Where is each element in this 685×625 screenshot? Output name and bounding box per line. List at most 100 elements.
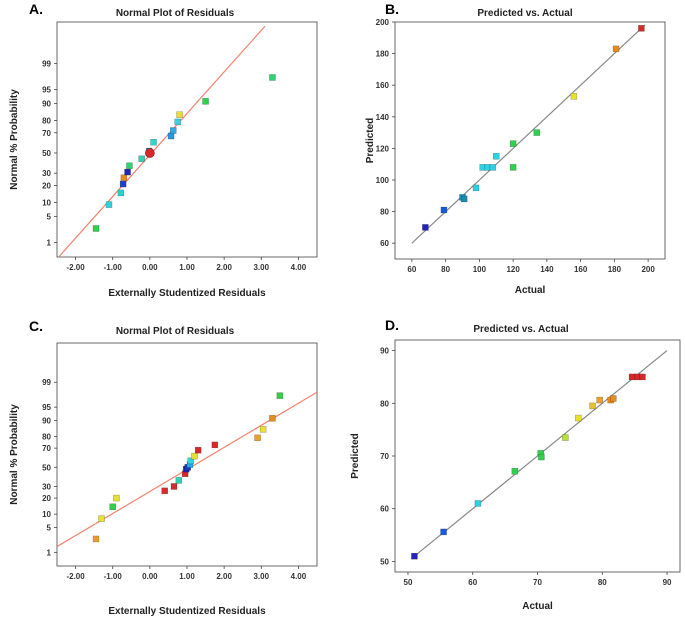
x-tick-label: 140 [540, 265, 554, 274]
data-point [120, 174, 128, 182]
y-tick-label: 50 [42, 149, 51, 158]
y-tick-label: 50 [42, 463, 51, 472]
y-tick-label: 60 [380, 505, 389, 514]
fit-line [57, 25, 266, 257]
y-tick-label: 180 [376, 50, 390, 59]
data-point [575, 414, 582, 422]
data-point [570, 93, 578, 100]
chart-panel-b: B. Predicted vs. Actual 60 80 100 120 140 160 18… [365, 1, 666, 296]
data-point [194, 446, 202, 454]
data-point [113, 494, 120, 502]
y-tick-label: 30 [42, 482, 51, 491]
data-point [562, 434, 569, 441]
y-axis-label: Normal % Probability [9, 89, 20, 190]
data-point [493, 153, 500, 160]
data-point [254, 434, 261, 442]
data-point [259, 426, 267, 433]
x-tick-label: 120 [506, 265, 520, 274]
data-point [191, 452, 198, 460]
data-point [440, 528, 447, 536]
y-tick-label: 20 [42, 494, 51, 503]
y-tick-label: 80 [42, 117, 51, 126]
x-tick-label: 100 [473, 265, 487, 274]
y-tick-label: 1 [47, 239, 52, 248]
data-point [92, 535, 100, 543]
y-tick-label: 100 [376, 176, 390, 185]
x-tick-label: 70 [533, 578, 542, 587]
data-point [276, 392, 284, 399]
chart-title: Normal Plot of Residuals [116, 8, 235, 19]
y-tick-label: 200 [376, 18, 390, 27]
panel-label: A. [29, 1, 43, 17]
x-tick-label: -1.00 [104, 263, 123, 272]
y-tick-label: 20 [42, 181, 51, 190]
data-point [119, 180, 127, 188]
x-tick-label: 160 [574, 265, 588, 274]
y-tick-label: 10 [42, 510, 51, 519]
panel-label: D. [385, 317, 399, 333]
data-point [167, 132, 175, 140]
data-point [460, 195, 468, 203]
x-tick-label: 4.00 [291, 572, 307, 581]
data-point [422, 224, 429, 231]
data-point [509, 164, 517, 171]
data-point [610, 395, 617, 402]
y-tick-label: 90 [380, 347, 389, 356]
y-tick-label: 5 [47, 212, 52, 221]
x-axis-label: Externally Studentized Residuals [108, 606, 266, 617]
x-tick-label: 3.00 [253, 263, 269, 272]
x-tick-label: 90 [663, 578, 672, 587]
x-axis-label: Externally Studentized Residuals [108, 288, 266, 299]
x-axis-label: Actual [515, 285, 546, 296]
data-point [98, 515, 105, 522]
y-tick-label: 60 [380, 239, 389, 248]
x-axis-label: Actual [522, 601, 553, 612]
fit-line [411, 24, 646, 244]
x-tick-label: 2.00 [216, 263, 232, 272]
panel-label: B. [385, 1, 399, 17]
y-tick-label: 1 [47, 548, 52, 557]
data-point [269, 74, 276, 81]
x-tick-label: -2.00 [66, 263, 85, 272]
data-point [440, 206, 448, 214]
x-tick-label: 1.00 [179, 263, 195, 272]
x-tick-label: 4.00 [291, 263, 307, 272]
x-tick-label: 1.00 [179, 572, 195, 581]
x-tick-label: 80 [598, 578, 607, 587]
data-point [175, 477, 183, 484]
data-point [124, 168, 131, 176]
x-tick-label: 80 [441, 265, 450, 274]
y-axis-label: Predicted [365, 118, 376, 164]
x-tick-label: 2.00 [216, 572, 232, 581]
data-point [161, 487, 168, 495]
data-point [269, 415, 276, 422]
x-tick-label: 180 [608, 265, 622, 274]
data-point [509, 140, 517, 147]
data-point [187, 457, 194, 465]
y-tick-label: 10 [42, 198, 51, 207]
y-tick-label: 50 [380, 557, 389, 566]
y-tick-label: 80 [42, 433, 51, 442]
data-point [150, 138, 157, 146]
chart-title: Predicted vs. Actual [477, 8, 572, 19]
data-point [474, 500, 482, 507]
y-tick-label: 120 [376, 144, 390, 153]
data-point [589, 402, 596, 410]
data-point [472, 184, 480, 192]
x-tick-label: 0.00 [142, 572, 158, 581]
data-point [145, 148, 155, 158]
data-point [538, 453, 545, 461]
y-tick-label: 99 [42, 59, 51, 68]
y-tick-label: 5 [47, 523, 52, 532]
x-tick-label: 200 [641, 265, 655, 274]
data-point [170, 127, 177, 134]
data-point [92, 225, 100, 232]
data-point [126, 162, 133, 170]
x-tick-label: -2.00 [66, 572, 85, 581]
plot-frame [394, 21, 666, 260]
y-tick-label: 140 [376, 113, 390, 122]
plot-frame [56, 342, 318, 567]
data-point [117, 189, 125, 197]
data-point [411, 552, 418, 560]
chart-panel-d: D. Predicted vs. Actual 50 60 70 80 90 50 60 70 80… [350, 317, 681, 612]
